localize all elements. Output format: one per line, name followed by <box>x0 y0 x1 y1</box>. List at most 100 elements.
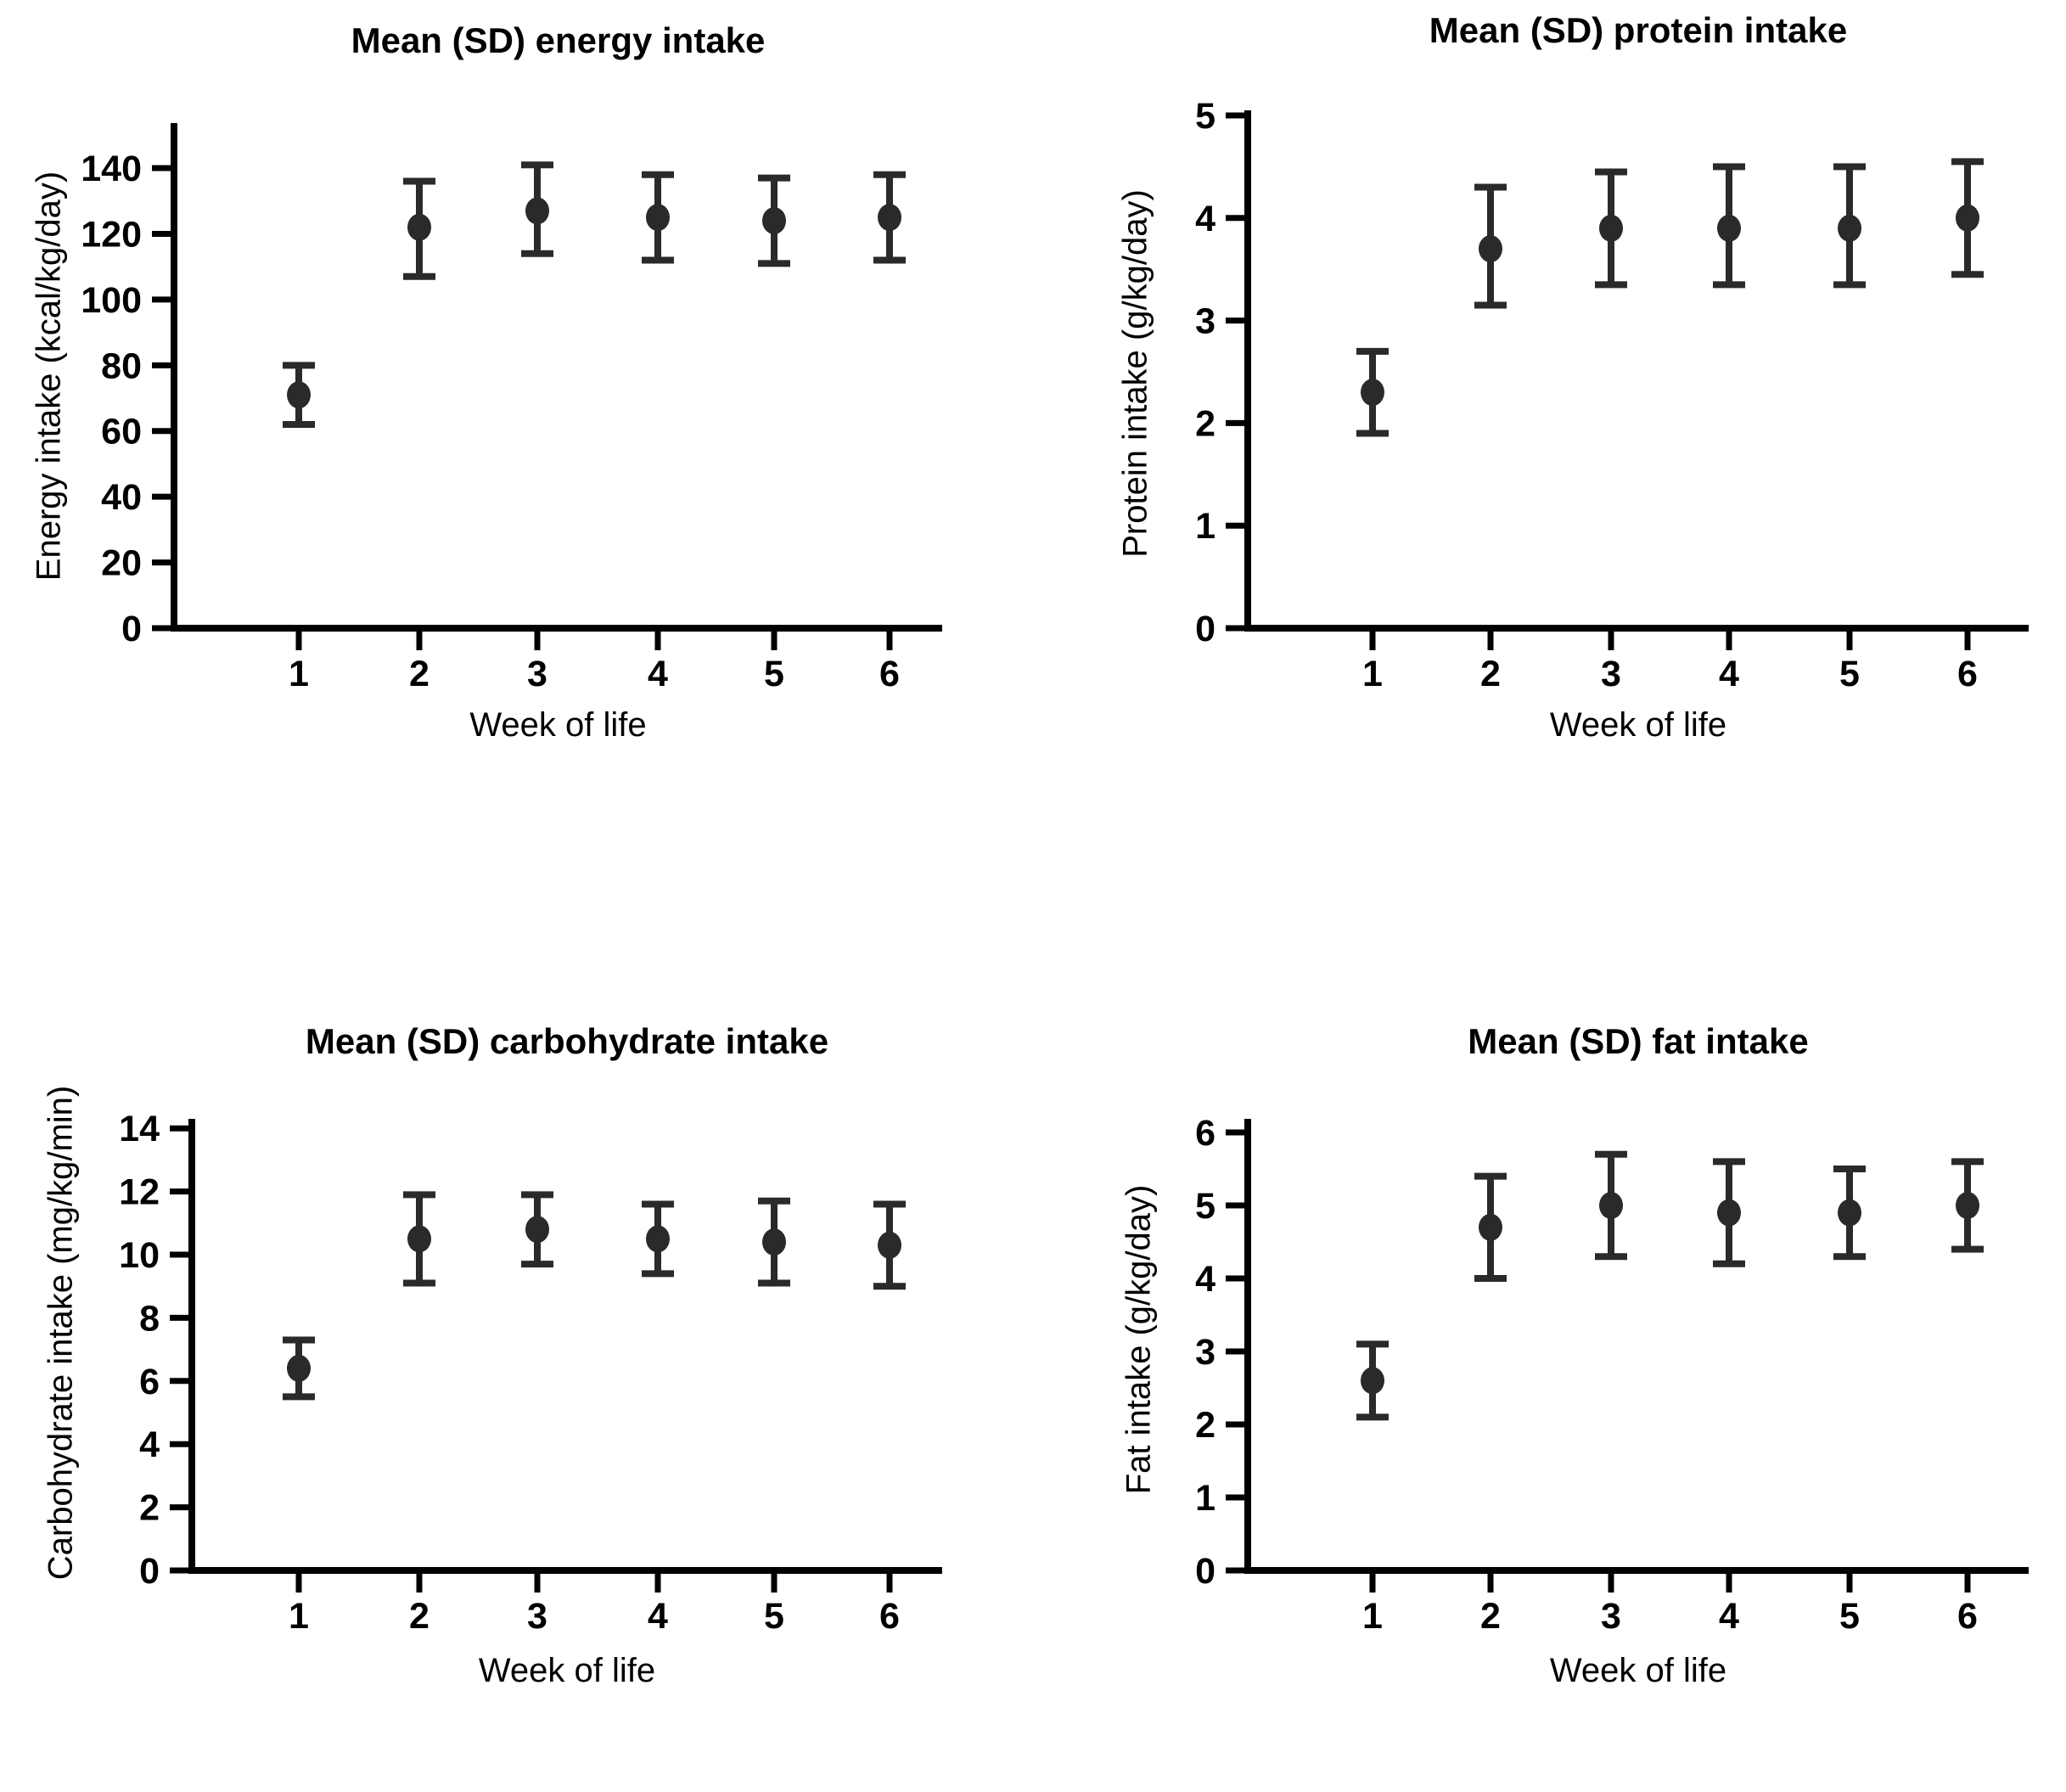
mean-marker <box>762 1228 786 1256</box>
y-tick-label: 120 <box>81 214 142 255</box>
y-tick-label: 100 <box>81 280 142 321</box>
data-point-week-1 <box>283 362 315 428</box>
y-tick-label: 0 <box>139 1551 160 1592</box>
x-axis-label-energy: Week of life <box>469 706 647 744</box>
mean-marker <box>1956 204 1979 232</box>
y-tick-label: 40 <box>101 477 142 518</box>
mean-marker <box>525 1216 549 1244</box>
mean-marker <box>1599 214 1623 242</box>
mean-marker <box>1838 1199 1861 1227</box>
mean-marker <box>287 381 311 409</box>
data-point-week-3 <box>1595 168 1627 289</box>
x-tick-label: 4 <box>1719 654 1739 694</box>
y-tick-label: 3 <box>1195 1332 1215 1373</box>
x-tick-label: 4 <box>648 1596 668 1637</box>
data-point-week-2 <box>1474 1172 1507 1282</box>
x-tick-label: 6 <box>879 1596 900 1637</box>
data-point-week-4 <box>1713 1158 1745 1267</box>
x-tick-label: 3 <box>1601 1596 1621 1637</box>
x-tick-label: 5 <box>1839 654 1860 694</box>
data-point-week-6 <box>1951 158 1984 278</box>
y-tick-label: 6 <box>1195 1113 1215 1154</box>
mean-marker <box>407 213 431 241</box>
x-tick-label: 3 <box>527 654 547 694</box>
y-tick-label: 10 <box>119 1235 160 1276</box>
y-tick-label: 3 <box>1195 301 1215 342</box>
y-tick-label: 140 <box>81 149 142 189</box>
data-point-week-1 <box>1356 1340 1389 1421</box>
data-point-week-3 <box>1595 1150 1627 1261</box>
data-point-week-2 <box>403 177 435 280</box>
x-axis-label-carbohydrate: Week of life <box>478 1652 656 1689</box>
mean-marker <box>525 197 549 225</box>
x-tick-label: 2 <box>409 1596 429 1637</box>
x-tick-label: 2 <box>1480 1596 1501 1637</box>
x-tick-label: 1 <box>1362 1596 1383 1637</box>
x-tick-label: 4 <box>648 654 668 694</box>
x-tick-label: 5 <box>1839 1596 1860 1637</box>
data-point-week-1 <box>283 1336 315 1401</box>
data-point-week-4 <box>642 171 674 264</box>
y-tick-label: 4 <box>139 1424 160 1465</box>
data-point-week-4 <box>1713 163 1745 289</box>
y-tick-label: 14 <box>119 1109 160 1149</box>
y-tick-label: 0 <box>1195 1551 1215 1592</box>
mean-marker <box>878 1231 901 1259</box>
x-axis-label-fat: Week of life <box>1549 1652 1727 1689</box>
mean-marker <box>762 206 786 234</box>
y-tick-label: 2 <box>139 1488 160 1529</box>
y-tick-label: 0 <box>1195 609 1215 649</box>
chart-panel-protein: 0 1 2 3 4 5 1 2 3 4 5 6 <box>1195 96 2029 694</box>
x-tick-label: 2 <box>1480 654 1501 694</box>
mean-marker <box>646 1225 670 1253</box>
chart-title-fat: Mean (SD) fat intake <box>1468 1021 1809 1061</box>
data-point-week-5 <box>758 1197 790 1287</box>
mean-marker <box>1717 1199 1741 1227</box>
y-tick-label: 4 <box>1195 199 1215 239</box>
y-tick-label: 60 <box>101 412 142 452</box>
data-point-week-2 <box>1474 183 1507 309</box>
x-tick-label: 1 <box>289 1596 309 1637</box>
x-tick-label: 5 <box>764 654 784 694</box>
y-tick-label: 1 <box>1195 1478 1215 1519</box>
chart-title-protein: Mean (SD) protein intake <box>1429 10 1848 50</box>
mean-marker <box>1361 379 1384 407</box>
x-tick-label: 5 <box>764 1596 784 1637</box>
data-point-week-6 <box>873 1200 906 1290</box>
data-point-week-3 <box>521 161 553 257</box>
y-tick-label: 0 <box>121 609 142 649</box>
mean-marker <box>1956 1192 1979 1219</box>
chart-title-carbohydrate: Mean (SD) carbohydrate intake <box>305 1021 829 1061</box>
x-tick-label: 3 <box>1601 654 1621 694</box>
x-tick-label: 6 <box>879 654 900 694</box>
x-axis-label-protein: Week of life <box>1549 706 1727 744</box>
y-tick-label: 5 <box>1195 1186 1215 1227</box>
y-tick-label: 2 <box>1195 1405 1215 1446</box>
y-tick-label: 6 <box>139 1362 160 1402</box>
x-tick-label: 6 <box>1957 654 1978 694</box>
x-tick-label: 2 <box>409 654 429 694</box>
chart-panel-fat: 0 1 2 3 4 5 6 1 2 3 4 5 6 <box>1195 1113 2029 1637</box>
mean-marker <box>407 1225 431 1253</box>
mean-marker <box>646 204 670 232</box>
y-tick-label: 4 <box>1195 1259 1215 1300</box>
mean-marker <box>1361 1367 1384 1395</box>
y-tick-label: 12 <box>119 1172 160 1213</box>
y-tick-label: 2 <box>1195 403 1215 444</box>
data-point-week-5 <box>758 174 790 267</box>
mean-marker <box>878 204 901 232</box>
data-point-week-2 <box>403 1191 435 1287</box>
y-tick-label: 80 <box>101 345 142 386</box>
x-tick-label: 1 <box>1362 654 1383 694</box>
y-tick-label: 20 <box>101 543 142 584</box>
data-point-week-6 <box>873 171 906 264</box>
data-point-week-6 <box>1951 1158 1984 1253</box>
mean-marker <box>287 1354 311 1382</box>
y-tick-label: 8 <box>139 1298 160 1339</box>
chart-title-energy: Mean (SD) energy intake <box>351 20 766 60</box>
x-tick-label: 3 <box>527 1596 547 1637</box>
mean-marker <box>1717 214 1741 242</box>
